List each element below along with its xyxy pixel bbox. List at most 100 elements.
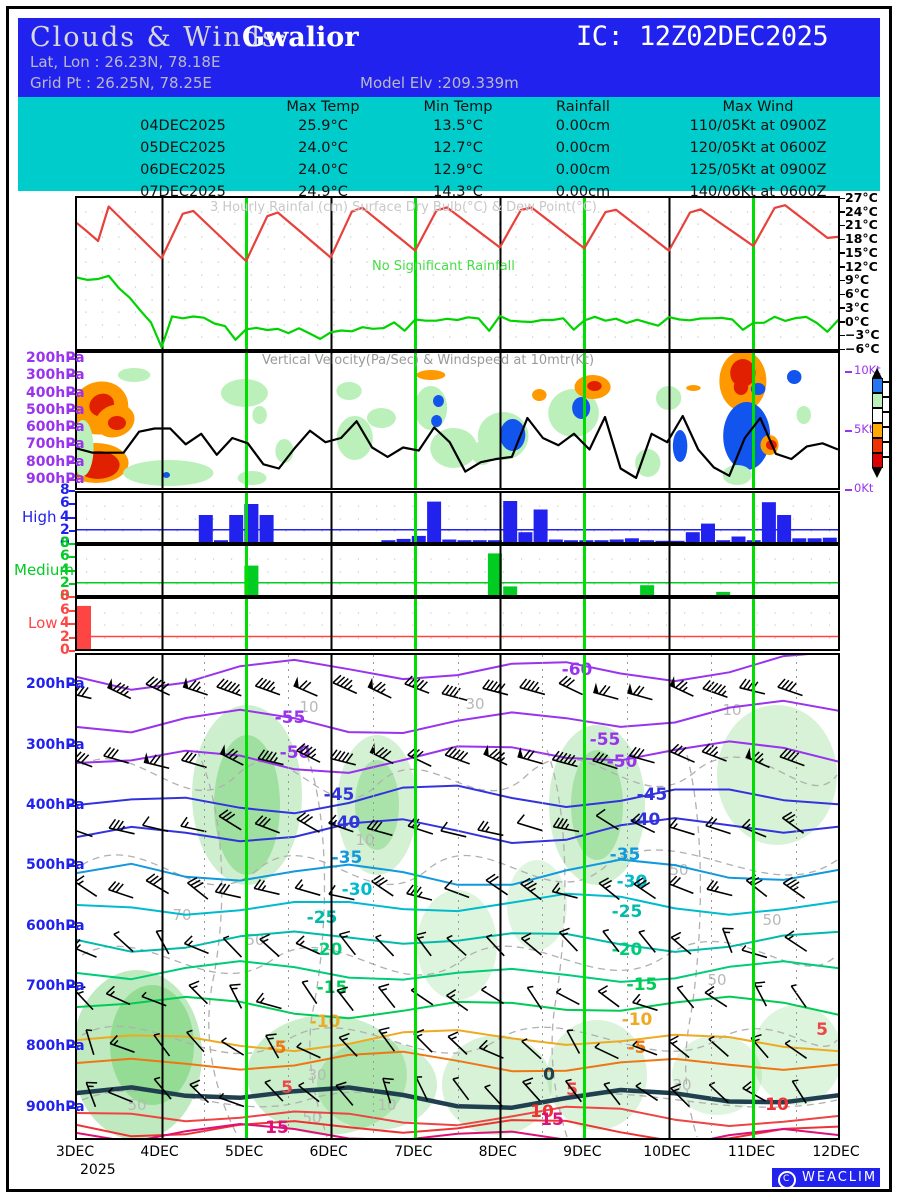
x-axis-tick-label: 10DEC: [643, 1144, 691, 1160]
cell-max-wind: 140/06Kt at 0600Z: [689, 184, 827, 196]
weaclim-logo: C WEACLIM: [772, 1168, 880, 1189]
svg-text:5: 5: [281, 1078, 293, 1098]
x-axis-tick-label: 9DEC: [563, 1144, 602, 1160]
grid-point-text: Grid Pt : 26.25N, 78.25E: [30, 74, 212, 92]
table-row: 07DEC2025 24.9°C 14.3°C 0.00cm 140/06Kt …: [18, 184, 880, 196]
svg-text:-15: -15: [627, 975, 658, 995]
svg-text:50: 50: [762, 911, 781, 929]
svg-text:-25: -25: [612, 902, 643, 922]
svg-text:-30: -30: [342, 880, 373, 900]
x-axis-tick-label: 4DEC: [140, 1144, 179, 1160]
surface-plot: [77, 198, 838, 349]
cell-date: 07DEC2025: [140, 184, 226, 196]
model-elevation-text: Model Elv :209.339m: [360, 74, 519, 92]
cell-max-wind: 120/05Kt at 0600Z: [689, 140, 827, 156]
initial-condition-label: IC: 12Z02DEC2025: [576, 21, 829, 52]
svg-text:-55: -55: [590, 730, 621, 750]
cell-max-wind: 110/05Kt at 0900Z: [689, 118, 827, 134]
svg-text:15: 15: [265, 1118, 289, 1138]
svg-text:0: 0: [543, 1065, 555, 1085]
high-cloud-panel: [75, 491, 840, 544]
svg-text:-45: -45: [637, 785, 668, 805]
medium-cloud-plot: [77, 546, 838, 595]
page-border: [6, 6, 892, 1192]
x-axis-year: 2025: [80, 1162, 116, 1178]
low-cloud-panel: [75, 597, 840, 651]
cell-rainfall: 0.00cm: [555, 118, 611, 134]
cell-rainfall: 0.00cm: [555, 162, 611, 178]
svg-text:-55: -55: [275, 708, 306, 728]
svg-text:-35: -35: [610, 845, 641, 865]
svg-text:10: 10: [377, 1096, 396, 1114]
page-title-prefix: Clouds & Winds:: [30, 22, 289, 53]
cell-max-temp: 24.0°C: [298, 162, 348, 178]
svg-text:-50: -50: [607, 752, 638, 772]
table-row: 04DEC2025 25.9°C 13.5°C 0.00cm 110/05Kt …: [18, 118, 880, 140]
svg-text:-40: -40: [330, 813, 361, 833]
col-header-max-temp: Max Temp: [286, 99, 360, 115]
svg-text:-10: -10: [310, 1012, 341, 1032]
surface-temperature-panel: [75, 196, 840, 351]
svg-text:-35: -35: [332, 848, 363, 868]
medium-cloud-panel: [75, 544, 840, 597]
low-cloud-plot: [77, 599, 838, 649]
col-header-rainfall: Rainfall: [556, 99, 610, 115]
svg-text:-50: -50: [280, 743, 311, 763]
svg-text:-5: -5: [268, 1038, 287, 1058]
table-row: 06DEC2025 24.0°C 12.9°C 0.00cm 125/05Kt …: [18, 162, 880, 184]
svg-text:30: 30: [465, 695, 484, 713]
table-row: 05DEC2025 24.0°C 12.7°C 0.00cm 120/05Kt …: [18, 140, 880, 162]
no-rainfall-annotation: No Significant Rainfall: [372, 259, 515, 274]
cell-max-temp: 24.9°C: [298, 184, 348, 196]
col-header-max-wind: Max Wind: [722, 99, 794, 115]
svg-text:-45: -45: [324, 785, 355, 805]
svg-text:5: 5: [816, 1020, 828, 1040]
cell-max-temp: 25.9°C: [298, 118, 348, 134]
svg-text:-10: -10: [622, 1010, 653, 1030]
upper-air-panel: 10 30 10 10 50 70 50 50 50 30 30 50 50 10 -60 -55 -55 -50…: [75, 653, 840, 1140]
x-axis-tick-label: 8DEC: [478, 1144, 517, 1160]
cell-min-temp: 13.5°C: [433, 118, 483, 134]
x-axis-tick-label: 7DEC: [394, 1144, 433, 1160]
high-cloud-plot: [77, 493, 838, 542]
cell-min-temp: 12.9°C: [433, 162, 483, 178]
copyright-icon: C: [778, 1170, 796, 1189]
cell-min-temp: 12.7°C: [433, 140, 483, 156]
svg-text:-25: -25: [307, 908, 338, 928]
station-name: Gwalior: [242, 22, 359, 53]
lat-lon-text: Lat, Lon : 26.23N, 78.18E: [30, 53, 221, 71]
cell-max-temp: 24.0°C: [298, 140, 348, 156]
summary-table: Max Temp Min Temp Rainfall Max Wind 04DE…: [18, 97, 880, 196]
header-banner: [18, 18, 880, 97]
svg-text:15: 15: [540, 1110, 564, 1130]
svg-text:-20: -20: [312, 940, 343, 960]
svg-text:30: 30: [307, 1066, 326, 1084]
cell-min-temp: 14.3°C: [433, 184, 483, 196]
cell-date: 06DEC2025: [140, 162, 226, 178]
vertical-velocity-panel: [75, 351, 840, 490]
svg-text:10: 10: [765, 1095, 789, 1115]
x-axis-tick-label: 5DEC: [224, 1144, 264, 1160]
table-header-row: Max Temp Min Temp Rainfall Max Wind: [18, 99, 880, 121]
x-axis-tick-label: 3DEC: [55, 1144, 95, 1160]
wind-barb-color-legend: [872, 368, 890, 478]
svg-text:10: 10: [722, 701, 741, 719]
cell-max-wind: 125/05Kt at 0900Z: [689, 162, 827, 178]
x-axis-tick-label: 6DEC: [309, 1144, 348, 1160]
cell-date: 04DEC2025: [140, 118, 226, 134]
cell-rainfall: 0.00cm: [555, 184, 611, 196]
cell-rainfall: 0.00cm: [555, 140, 611, 156]
svg-text:50: 50: [707, 971, 726, 989]
x-axis-tick-label: 11DEC: [727, 1144, 776, 1160]
logo-text: WEACLIM: [802, 1170, 878, 1185]
vertical-velocity-plot: [77, 353, 838, 488]
svg-text:50: 50: [127, 1096, 146, 1114]
vvel-panel-title: Vertical Velocity(Pa/Sec) & Windspeed at…: [262, 353, 595, 368]
svg-text:50: 50: [669, 861, 688, 879]
summary-table-background: [18, 97, 880, 191]
col-header-min-temp: Min Temp: [423, 99, 493, 115]
surface-panel-title: 3 Hourly Rainfal (cm) Surface Dry Bulb(°…: [210, 200, 597, 215]
svg-text:10: 10: [355, 831, 374, 849]
